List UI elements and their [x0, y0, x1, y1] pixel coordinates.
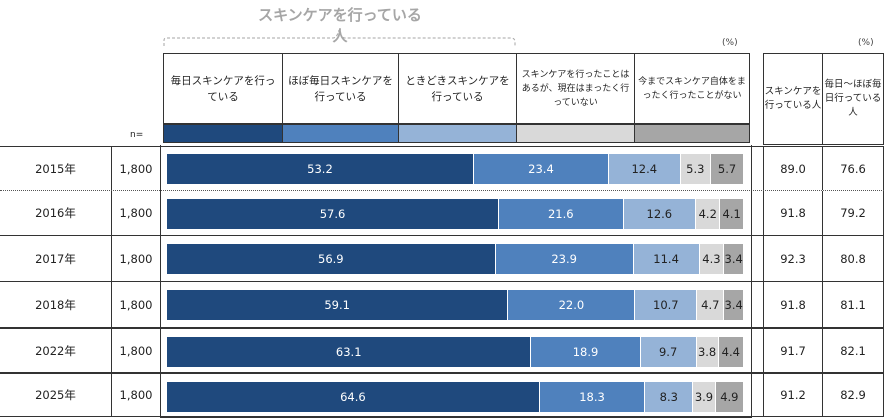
bar-segment: 57.6 — [167, 198, 500, 229]
table-row: 2025年 1,800 91.2 82.9 64.6 18.3 8.3 3.9 4.9 — [0, 372, 884, 417]
n-value: 1,800 — [119, 343, 153, 358]
n-value: 1,800 — [119, 161, 153, 176]
year-label: 2022年 — [0, 329, 112, 372]
bar-segment: 11.4 — [633, 244, 700, 274]
bar-segment: 3.8 — [696, 336, 719, 367]
bar-segment: 22.0 — [508, 290, 636, 320]
bar-segment: 3.4 — [724, 290, 744, 320]
year-label: 2016年 — [0, 191, 112, 235]
n-value: 1,800 — [119, 388, 153, 402]
bar-segment: 23.4 — [473, 154, 609, 184]
year-label: 2017年 — [0, 236, 112, 281]
bar-segment: 21.6 — [499, 198, 624, 229]
bar-segment: 4.7 — [697, 290, 725, 320]
year-label: 2018年 — [0, 282, 112, 327]
summary-header-2: 毎日～ほぼ毎日行っている人 — [823, 53, 884, 145]
n-label: n= — [130, 130, 144, 140]
summary-value: 91.8 — [763, 191, 823, 235]
bar-segment: 56.9 — [167, 244, 496, 274]
bar-segment: 10.7 — [635, 290, 698, 320]
bar-segment: 18.3 — [539, 381, 646, 412]
summary-value: 80.8 — [823, 236, 884, 281]
year-label: 2025年 — [0, 374, 112, 416]
legend-header-1: 毎日スキンケアを行っている — [163, 53, 282, 124]
legend-swatch-2 — [282, 124, 398, 143]
bar-segment: 5.7 — [711, 154, 744, 184]
summary-header-1: スキンケアを行っている人 — [763, 53, 823, 145]
table-row: 2018年 1,800 91.8 81.1 59.1 22.0 10.7 4.7 3.4 — [0, 281, 884, 327]
summary-value: 91.8 — [763, 282, 823, 327]
group-brace — [163, 29, 516, 46]
summary-value: 82.1 — [823, 329, 884, 372]
bar-segment: 53.2 — [167, 154, 474, 184]
n-value: 1,800 — [119, 206, 153, 220]
legend-swatch-3 — [398, 124, 516, 143]
summary-value: 89.0 — [763, 147, 823, 190]
bar-segment: 12.4 — [608, 154, 681, 184]
summary-value: 92.3 — [763, 236, 823, 281]
bar-segment: 64.6 — [167, 381, 540, 412]
chart-frame — [160, 145, 752, 418]
table-row: 2016年 1,800 91.8 79.2 57.6 21.6 12.6 4.2 4.1 — [0, 190, 884, 235]
summary-value: 81.1 — [823, 282, 884, 327]
n-value: 1,800 — [119, 251, 153, 266]
year-label: 2015年 — [0, 147, 112, 190]
legend-swatch-5 — [634, 124, 750, 143]
unit-label: (%) — [722, 38, 738, 48]
bar-segment: 3.4 — [724, 244, 744, 274]
bar-segment: 59.1 — [167, 290, 509, 320]
legend-header-2: ほぼ毎日スキンケアを行っている — [282, 53, 398, 124]
bar-segment: 63.1 — [167, 336, 532, 367]
n-value: 1,800 — [119, 297, 153, 312]
bar-segment: 4.9 — [715, 381, 744, 412]
bar-segment: 5.3 — [680, 154, 712, 184]
legend-header-4: スキンケアを行ったことはあるが、現在はまったく行っていない — [516, 53, 634, 124]
bar-segment: 9.7 — [640, 336, 697, 367]
legend-swatch-4 — [516, 124, 634, 143]
bar-segment: 8.3 — [645, 381, 694, 412]
bar-segment: 18.9 — [531, 336, 641, 367]
bar-segment: 4.4 — [718, 336, 744, 367]
bar-segment: 4.1 — [720, 198, 744, 229]
table-row: 2015年 1,800 89.0 76.6 53.2 23.4 12.4 5.3 5.7 — [0, 146, 884, 190]
bar-segment: 23.9 — [495, 244, 634, 274]
legend-header-3: ときどきスキンケアを行っている — [398, 53, 516, 124]
bar-segment: 3.9 — [693, 381, 716, 412]
bar-segment: 4.2 — [696, 198, 721, 229]
summary-value: 91.2 — [763, 374, 823, 416]
summary-value: 82.9 — [823, 374, 884, 416]
bar-segment: 12.6 — [623, 198, 697, 229]
group-title: スキンケアを行っている人 — [258, 6, 422, 45]
summary-unit-label: (%) — [858, 38, 874, 48]
bar-segment: 4.3 — [699, 244, 725, 274]
legend-header-5: 今までスキンケア自体をまったく行ったことがない — [634, 53, 750, 124]
table-row: 2017年 1,800 92.3 80.8 56.9 23.9 11.4 4.3 3.4 — [0, 235, 884, 281]
summary-value: 79.2 — [823, 191, 884, 235]
legend-swatch-1 — [163, 124, 282, 143]
table-row: 2022年 1,800 91.7 82.1 63.1 18.9 9.7 3.8 4.4 — [0, 327, 884, 372]
summary-value: 76.6 — [823, 147, 884, 190]
summary-value: 91.7 — [763, 329, 823, 372]
